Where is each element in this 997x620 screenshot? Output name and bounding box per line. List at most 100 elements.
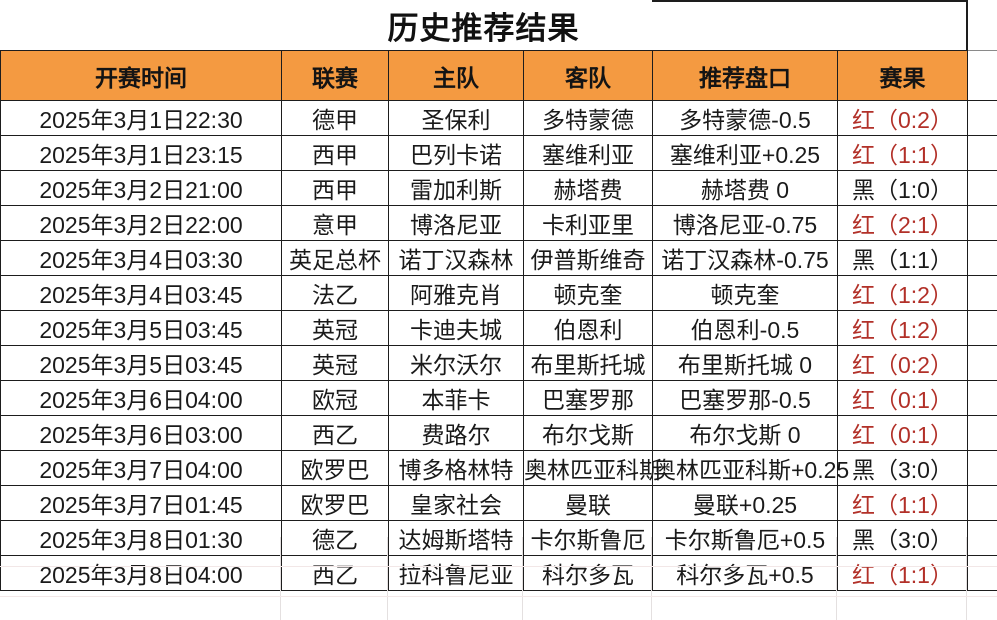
col-header-result: 赛果 [837, 50, 968, 101]
col-header-league: 联赛 [281, 50, 389, 101]
table-row: 2025年3月2日21:00 西甲 雷加利斯 赫塔费 赫塔费 0 黑（1:0） [0, 170, 997, 206]
cell-away-team: 顿克奎 [523, 275, 653, 311]
table-row: 2025年3月8日01:30 德乙 达姆斯塔特 卡尔斯鲁厄 卡尔斯鲁厄+0.5 … [0, 520, 997, 556]
cell-result: 红（1:2） [837, 275, 968, 311]
table-row: 2025年3月4日03:45 法乙 阿雅克肖 顿克奎 顿克奎 红（1:2） [0, 275, 997, 311]
cell-league: 德乙 [281, 520, 389, 556]
cell-away-team: 奥林匹亚科斯 [523, 450, 662, 486]
cell-handicap: 卡尔斯鲁厄+0.5 [652, 520, 838, 556]
cell-league: 西甲 [281, 170, 389, 206]
cell-handicap: 多特蒙德-0.5 [652, 100, 838, 136]
cell-home-team: 巴列卡诺 [388, 135, 524, 171]
table-row: 2025年3月7日01:45 欧罗巴 皇家社会 曼联 曼联+0.25 红（1:1… [0, 485, 997, 521]
cell-league: 英冠 [281, 310, 389, 346]
table-row: 2025年3月6日04:00 欧冠 本菲卡 巴塞罗那 巴塞罗那-0.5 红（0:… [0, 380, 997, 416]
cell-away-team: 多特蒙德 [523, 100, 653, 136]
table-row: 2025年3月7日04:00 欧罗巴 博多格林特 奥林匹亚科斯 奥林匹亚科斯+0… [0, 450, 997, 486]
faint-column-gridline [387, 537, 388, 620]
cell-kickoff-time: 2025年3月1日23:15 [0, 135, 282, 171]
cell-empty [967, 240, 997, 276]
cell-away-team: 赫塔费 [523, 170, 653, 206]
cell-result: 黑（1:0） [837, 170, 968, 206]
cell-kickoff-time: 2025年3月7日04:00 [0, 450, 282, 486]
faint-column-gridline [651, 537, 652, 620]
col-header-home: 主队 [388, 50, 524, 101]
cell-handicap: 博洛尼亚-0.75 [652, 205, 838, 241]
results-table: 开赛时间 联赛 主队 客队 推荐盘口 赛果 2025年3月1日22:30 德甲 … [0, 50, 997, 591]
cell-result: 红（0:1） [837, 415, 968, 451]
results-tbody: 2025年3月1日22:30 德甲 圣保利 多特蒙德 多特蒙德-0.5 红（0:… [0, 100, 997, 591]
cell-league: 德甲 [281, 100, 389, 136]
cell-kickoff-time: 2025年3月4日03:30 [0, 240, 282, 276]
cell-result: 黑（3:0） [837, 450, 968, 486]
cell-away-team: 卡利亚里 [523, 205, 653, 241]
title-right-gridline [966, 0, 968, 50]
faint-column-gridline [280, 537, 281, 620]
cell-league: 西乙 [281, 555, 389, 591]
cell-league: 意甲 [281, 205, 389, 241]
cell-handicap: 巴塞罗那-0.5 [652, 380, 838, 416]
cell-kickoff-time: 2025年3月6日04:00 [0, 380, 282, 416]
cell-home-team: 拉科鲁尼亚 [388, 555, 524, 591]
cell-result: 红（0:2） [837, 345, 968, 381]
cell-handicap: 布里斯托城 0 [652, 345, 838, 381]
cell-empty [967, 310, 997, 346]
cell-empty [967, 415, 997, 451]
cell-kickoff-time: 2025年3月7日01:45 [0, 485, 282, 521]
title-bar: 历史推荐结果 [0, 0, 967, 50]
cell-away-team: 布里斯托城 [523, 345, 653, 381]
table-row: 2025年3月4日03:30 英足总杯 诺丁汉森林 伊普斯维奇 诺丁汉森林-0.… [0, 240, 997, 276]
faint-column-gridline [522, 537, 523, 620]
table-row: 2025年3月5日03:45 英冠 卡迪夫城 伯恩利 伯恩利-0.5 红（1:2… [0, 310, 997, 346]
cell-kickoff-time: 2025年3月4日03:45 [0, 275, 282, 311]
cell-handicap: 赫塔费 0 [652, 170, 838, 206]
cell-away-team: 巴塞罗那 [523, 380, 653, 416]
cell-empty [967, 450, 997, 486]
empty-spreadsheet-grid [0, 537, 997, 620]
cell-away-team: 伊普斯维奇 [523, 240, 653, 276]
cell-kickoff-time: 2025年3月1日22:30 [0, 100, 282, 136]
cell-away-team: 塞维利亚 [523, 135, 653, 171]
cell-kickoff-time: 2025年3月8日01:30 [0, 520, 282, 556]
cell-empty [967, 345, 997, 381]
cell-home-team: 费路尔 [388, 415, 524, 451]
cell-league: 英冠 [281, 345, 389, 381]
cell-empty [967, 170, 997, 206]
cell-empty [967, 135, 997, 171]
table-row: 2025年3月1日23:15 西甲 巴列卡诺 塞维利亚 塞维利亚+0.25 红（… [0, 135, 997, 171]
cell-empty [967, 520, 997, 556]
cell-home-team: 阿雅克肖 [388, 275, 524, 311]
cell-home-team: 圣保利 [388, 100, 524, 136]
cell-league: 西甲 [281, 135, 389, 171]
cell-result: 红（0:1） [837, 380, 968, 416]
cell-empty [967, 205, 997, 241]
cell-result: 红（1:1） [837, 485, 968, 521]
cell-kickoff-time: 2025年3月6日03:00 [0, 415, 282, 451]
cell-kickoff-time: 2025年3月2日21:00 [0, 170, 282, 206]
cell-home-team: 诺丁汉森林 [388, 240, 524, 276]
table-row: 2025年3月2日22:00 意甲 博洛尼亚 卡利亚里 博洛尼亚-0.75 红（… [0, 205, 997, 241]
cell-empty [967, 100, 997, 136]
cell-away-team: 曼联 [523, 485, 653, 521]
cell-league: 欧罗巴 [281, 485, 389, 521]
cell-away-team: 卡尔斯鲁厄 [523, 520, 653, 556]
cell-away-team: 布尔戈斯 [523, 415, 653, 451]
cell-home-team: 卡迪夫城 [388, 310, 524, 346]
cell-result: 黑（1:1） [837, 240, 968, 276]
cell-home-team: 博洛尼亚 [388, 205, 524, 241]
faint-row-gridline [0, 566, 997, 567]
top-border-segment [652, 0, 967, 2]
cell-home-team: 达姆斯塔特 [388, 520, 524, 556]
cell-home-team: 本菲卡 [388, 380, 524, 416]
faint-row-gridline [0, 596, 997, 597]
cell-empty [967, 485, 997, 521]
cell-result: 红（1:1） [837, 135, 968, 171]
cell-handicap: 塞维利亚+0.25 [652, 135, 838, 171]
cell-kickoff-time: 2025年3月5日03:45 [0, 345, 282, 381]
col-header-away: 客队 [523, 50, 653, 101]
cell-result: 红（1:2） [837, 310, 968, 346]
cell-empty [967, 380, 997, 416]
cell-empty [967, 275, 997, 311]
cell-league: 英足总杯 [281, 240, 389, 276]
empty-column-header [967, 50, 997, 101]
